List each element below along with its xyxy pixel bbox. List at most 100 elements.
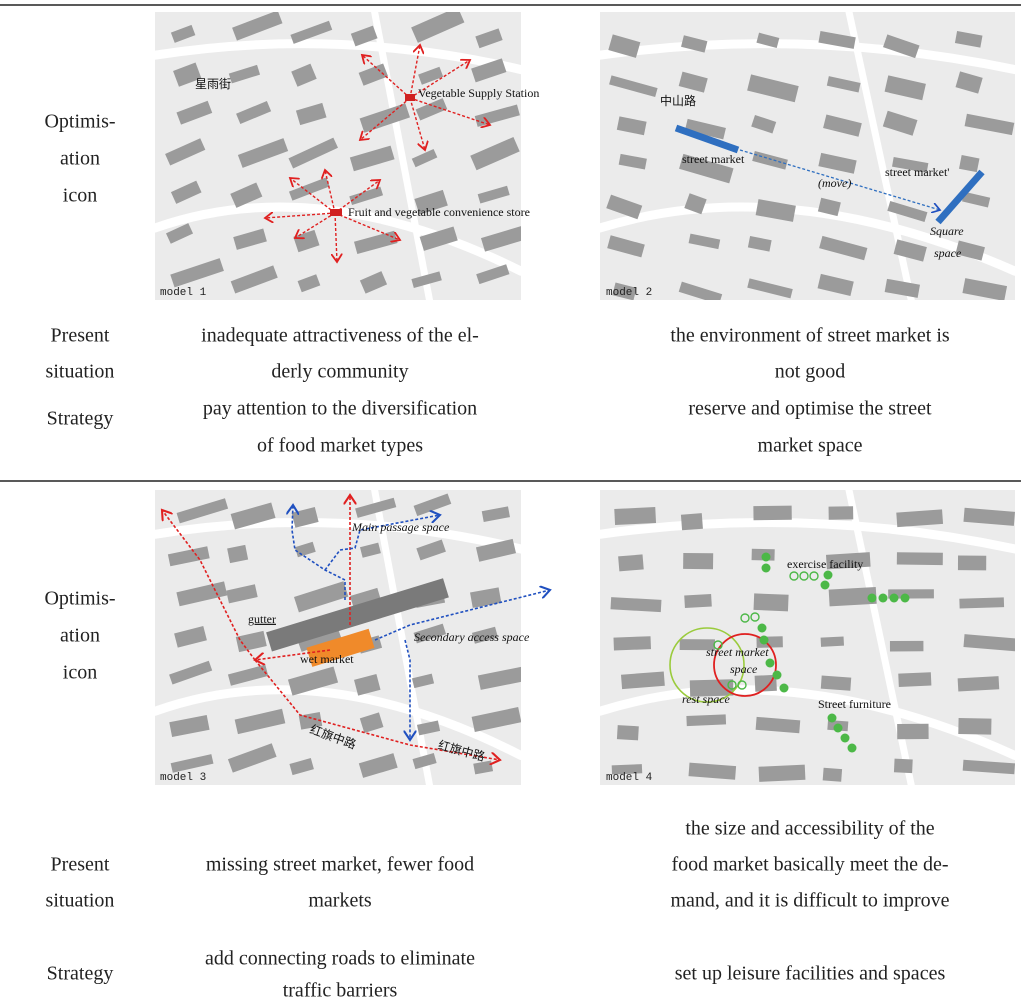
building — [678, 281, 723, 300]
building — [471, 58, 507, 83]
building — [353, 230, 398, 254]
building — [747, 278, 793, 299]
map-label: space — [730, 662, 758, 676]
maps — [155, 12, 1015, 785]
present-text: the environment of street market is — [670, 325, 950, 347]
building — [817, 197, 841, 217]
building — [882, 110, 918, 136]
building — [616, 116, 647, 136]
building — [887, 201, 928, 223]
map-label: Main passage space — [351, 520, 450, 534]
building — [418, 66, 444, 85]
building — [411, 148, 438, 168]
row-label: icon — [63, 662, 97, 684]
building — [611, 764, 643, 775]
hub — [405, 94, 415, 101]
map-label: Fruit and vegetable convenience store — [348, 205, 530, 219]
building — [237, 138, 289, 168]
wet-market — [306, 628, 375, 667]
building — [884, 278, 920, 298]
map-label: space — [934, 246, 962, 260]
building — [170, 258, 224, 288]
building — [350, 25, 378, 47]
arrows — [265, 45, 490, 262]
present-text: derly community — [271, 361, 408, 383]
road — [155, 39, 521, 75]
building — [893, 758, 913, 774]
hub — [330, 209, 342, 216]
building — [293, 581, 349, 613]
building — [412, 752, 437, 770]
row-label: situation — [46, 361, 115, 383]
building — [618, 554, 644, 572]
row-label: ation — [60, 625, 100, 647]
building — [227, 664, 269, 686]
building — [288, 137, 338, 169]
building — [471, 707, 521, 733]
building — [963, 634, 1015, 652]
map — [155, 12, 521, 300]
building — [964, 113, 1015, 136]
building — [819, 235, 868, 261]
building — [955, 71, 983, 94]
building — [413, 493, 452, 517]
building — [234, 708, 286, 735]
map — [600, 490, 1015, 785]
building — [888, 589, 934, 599]
building — [607, 235, 645, 258]
row-label: Strategy — [47, 408, 114, 430]
building — [295, 102, 327, 126]
building — [354, 674, 381, 696]
building — [820, 675, 852, 691]
building — [415, 98, 448, 121]
building — [232, 12, 283, 41]
building — [688, 762, 737, 780]
building — [165, 138, 206, 166]
building — [958, 717, 992, 735]
building — [684, 593, 712, 609]
building — [818, 31, 856, 49]
building — [959, 155, 980, 173]
building — [684, 118, 726, 140]
building — [892, 157, 929, 173]
map — [600, 12, 1015, 300]
building — [820, 636, 845, 647]
map-label: street market — [706, 645, 769, 659]
building — [612, 282, 637, 300]
building — [751, 114, 777, 134]
building — [826, 76, 861, 93]
building — [476, 264, 510, 285]
map-label: 中山路 — [660, 93, 696, 108]
building — [896, 509, 944, 528]
furniture-open — [713, 571, 819, 690]
building — [614, 507, 657, 526]
building — [176, 498, 229, 524]
building — [753, 505, 792, 521]
road — [600, 685, 1015, 760]
building — [473, 760, 494, 775]
building — [233, 228, 267, 250]
present-text: mand, and it is difficult to improve — [670, 890, 949, 912]
row-label: Present — [51, 325, 110, 347]
building — [359, 103, 410, 133]
road — [600, 202, 1015, 276]
building — [616, 725, 639, 741]
building — [957, 676, 1000, 692]
map-label: rest space — [682, 692, 731, 706]
building — [176, 581, 228, 607]
building — [359, 271, 388, 294]
map-label: Square — [930, 224, 964, 238]
strategy-text: traffic barriers — [283, 980, 398, 1002]
market-circle — [713, 633, 777, 697]
building — [963, 507, 1015, 526]
present-text: missing street market, fewer food — [206, 854, 474, 876]
road — [371, 490, 433, 785]
building — [416, 539, 446, 561]
building — [955, 240, 985, 261]
building — [349, 186, 384, 206]
building — [828, 586, 877, 607]
strategy-text: market space — [758, 435, 863, 457]
row-label: Strategy — [47, 963, 114, 985]
row-label: Present — [51, 854, 110, 876]
